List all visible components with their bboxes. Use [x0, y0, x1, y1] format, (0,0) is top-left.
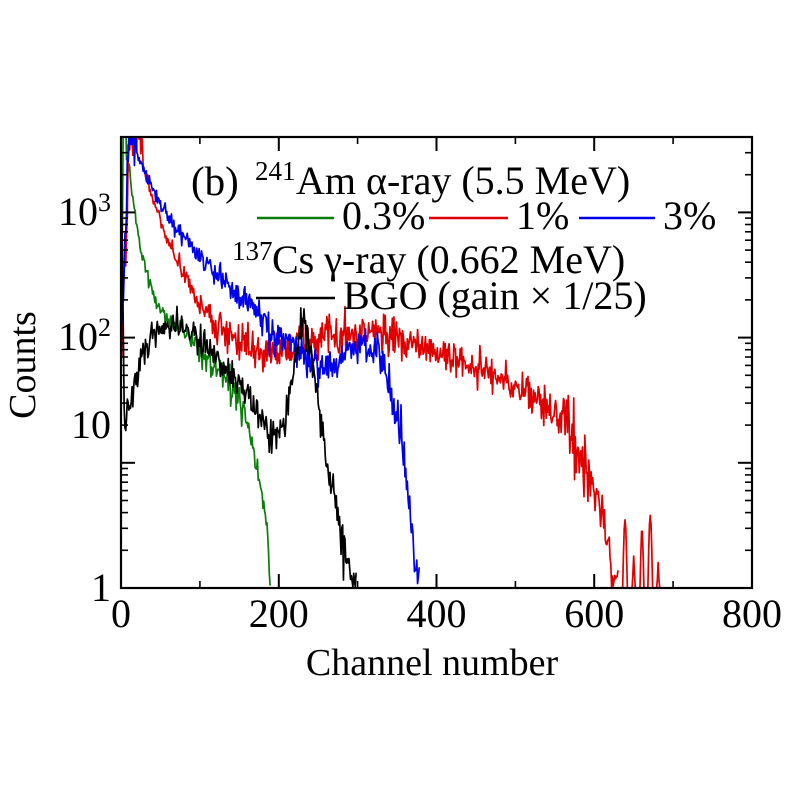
svg-text:103: 103 [58, 188, 111, 234]
svg-text:BGO (gain × 1/25): BGO (gain × 1/25) [343, 273, 647, 318]
svg-text:1: 1 [91, 565, 111, 610]
svg-text:137: 137 [232, 236, 273, 266]
svg-text:200: 200 [249, 591, 309, 636]
svg-text:0.3%: 0.3% [342, 193, 425, 238]
svg-text:800: 800 [722, 591, 782, 636]
svg-text:3%: 3% [663, 193, 716, 238]
svg-text:102: 102 [58, 313, 111, 359]
svg-text:400: 400 [407, 591, 467, 636]
svg-text:0: 0 [111, 591, 131, 636]
svg-text:1%: 1% [516, 193, 569, 238]
svg-text:241: 241 [255, 156, 296, 186]
svg-text:Channel number: Channel number [306, 642, 559, 684]
svg-text:600: 600 [564, 591, 624, 636]
svg-text:(b): (b) [191, 158, 239, 204]
svg-text:10: 10 [71, 402, 111, 447]
svg-text:Counts: Counts [2, 311, 44, 419]
